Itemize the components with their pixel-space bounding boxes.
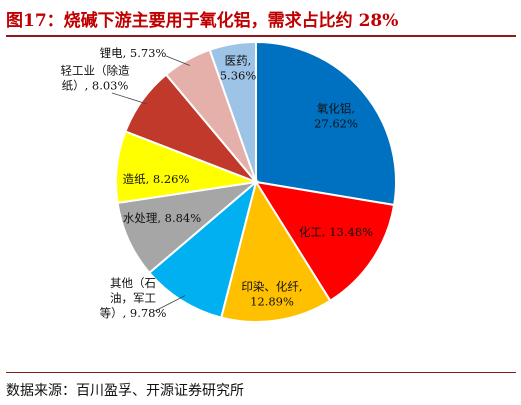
slice-label-2: 化工, 13.48% xyxy=(299,225,373,239)
leader-line-7 xyxy=(111,92,148,105)
pie-slice-4 xyxy=(147,179,258,319)
figure-title: 图17：烧碱下游主要用于氧化铝，需求占比约 28% xyxy=(6,11,399,31)
source-rule xyxy=(6,372,516,373)
pie-slice-2 xyxy=(253,180,396,303)
leader-line-8 xyxy=(165,55,190,66)
slice-label-4: 其他（石油，军工等）, 9.78% xyxy=(100,276,167,320)
pie-slice-1 xyxy=(255,40,397,207)
slice-label-5: 水处理, 8.84% xyxy=(123,211,201,225)
title-rule xyxy=(6,35,516,37)
pie-slice-3 xyxy=(220,179,332,323)
slice-label-9: 医药, 5.36% xyxy=(220,54,257,83)
pie-chart: 氧化铝, 27.62% 化工, 13.48% 印染、化纤, 12.89% 其他（石油，军工… xyxy=(61,40,397,323)
slice-label-6: 造纸, 8.26% xyxy=(123,172,190,186)
figure-source: 数据来源：百川盈孚、开源证券研究所 xyxy=(6,383,244,399)
slice-label-8: 锂电, 5.73% xyxy=(100,46,167,60)
leader-line-4 xyxy=(154,295,186,312)
slice-label-1: 氧化铝, 27.62% xyxy=(314,102,358,131)
slice-label-7: 轻工业（除造纸）, 8.03% xyxy=(61,64,130,93)
pie-slice-9 xyxy=(208,40,257,183)
slice-label-3: 印染、化纤, 12.89% xyxy=(241,280,302,309)
